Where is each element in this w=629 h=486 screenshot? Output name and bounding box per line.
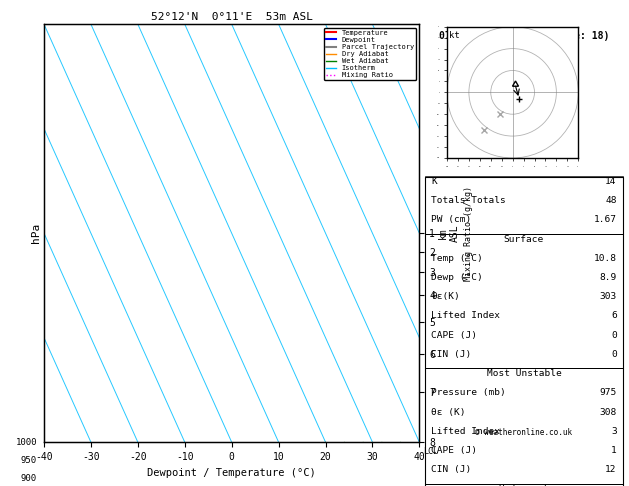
Text: © weatheronline.co.uk: © weatheronline.co.uk — [476, 428, 572, 437]
Y-axis label: hPa: hPa — [31, 223, 42, 243]
Text: Lifted Index: Lifted Index — [431, 427, 500, 436]
Text: Dewp (°C): Dewp (°C) — [431, 273, 483, 282]
Text: 1: 1 — [611, 446, 617, 455]
Text: 1.67: 1.67 — [594, 215, 617, 225]
Text: Mixing Ratio (g/kg): Mixing Ratio (g/kg) — [464, 186, 473, 281]
Text: 8.9: 8.9 — [599, 273, 617, 282]
Bar — [425, 177, 623, 234]
Text: PW (cm): PW (cm) — [431, 215, 471, 225]
Text: 10.8: 10.8 — [594, 254, 617, 263]
Text: 14: 14 — [605, 177, 617, 186]
Text: kt: kt — [449, 31, 460, 40]
Bar — [425, 234, 623, 368]
Text: 0: 0 — [611, 350, 617, 359]
Text: CAPE (J): CAPE (J) — [431, 330, 477, 340]
Text: 303: 303 — [599, 292, 617, 301]
Legend: Temperature, Dewpoint, Parcel Trajectory, Dry Adiabat, Wet Adiabat, Isotherm, Mi: Temperature, Dewpoint, Parcel Trajectory… — [323, 28, 416, 80]
Text: LCL: LCL — [423, 447, 438, 455]
X-axis label: Dewpoint / Temperature (°C): Dewpoint / Temperature (°C) — [147, 468, 316, 478]
Text: CAPE (J): CAPE (J) — [431, 446, 477, 455]
Text: 950: 950 — [21, 455, 37, 465]
Text: 975: 975 — [599, 388, 617, 398]
Text: 3: 3 — [611, 427, 617, 436]
Text: θε(K): θε(K) — [431, 292, 460, 301]
Text: CIN (J): CIN (J) — [431, 465, 471, 474]
Text: Totals Totals: Totals Totals — [431, 196, 506, 205]
Text: 07.05.2024  06GMT  (Base: 18): 07.05.2024 06GMT (Base: 18) — [439, 31, 609, 40]
Text: 0: 0 — [611, 330, 617, 340]
Text: Hodograph: Hodograph — [498, 485, 550, 486]
Text: Surface: Surface — [504, 235, 544, 243]
Text: Temp (°C): Temp (°C) — [431, 254, 483, 263]
Text: 48: 48 — [605, 196, 617, 205]
Text: Lifted Index: Lifted Index — [431, 312, 500, 320]
Text: 308: 308 — [599, 408, 617, 417]
Text: Most Unstable: Most Unstable — [487, 369, 561, 378]
Bar — [425, 484, 623, 486]
Text: K: K — [431, 177, 437, 186]
Text: Pressure (mb): Pressure (mb) — [431, 388, 506, 398]
Bar — [425, 368, 623, 484]
Text: θε (K): θε (K) — [431, 408, 465, 417]
Text: 6: 6 — [611, 312, 617, 320]
Text: 900: 900 — [21, 474, 37, 484]
Text: 1000: 1000 — [16, 438, 37, 447]
Text: CIN (J): CIN (J) — [431, 350, 471, 359]
Text: 12: 12 — [605, 465, 617, 474]
Title: 52°12'N  0°11'E  53m ASL: 52°12'N 0°11'E 53m ASL — [151, 12, 313, 22]
Y-axis label: km
ASL: km ASL — [438, 225, 459, 242]
